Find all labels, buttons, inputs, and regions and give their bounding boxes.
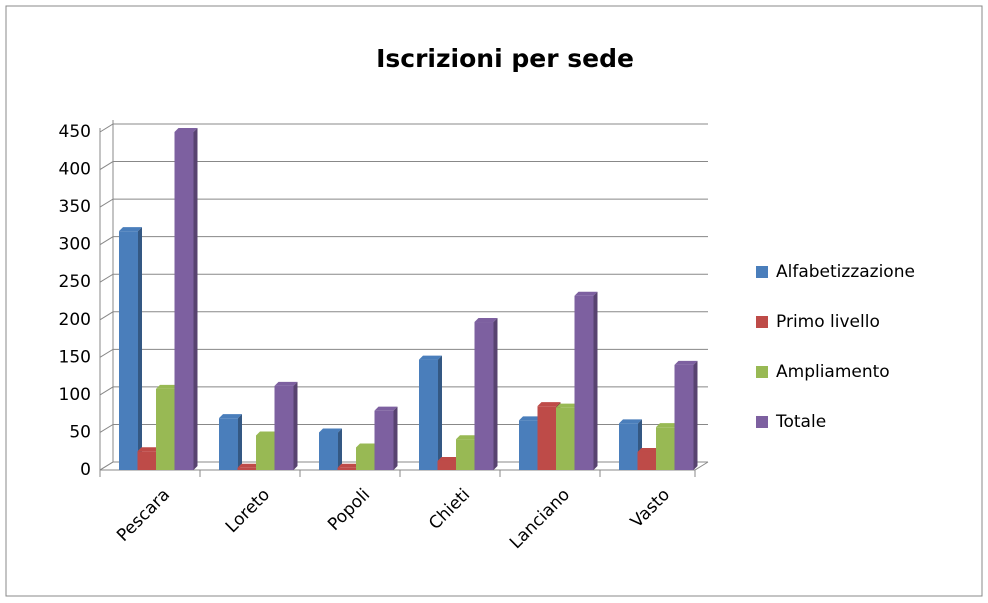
bar-top <box>237 463 261 468</box>
bar <box>356 447 375 470</box>
legend-swatch <box>756 266 768 278</box>
legend-label: Alfabetizzazione <box>776 262 915 282</box>
bar-top <box>274 381 298 386</box>
chart-frame <box>5 5 983 597</box>
bar <box>219 418 238 470</box>
bar-top <box>319 428 342 433</box>
bar-top <box>137 447 161 452</box>
bar <box>319 432 338 470</box>
bar <box>337 467 357 470</box>
bar-top <box>674 360 698 365</box>
bar-top <box>619 419 642 424</box>
bar <box>574 295 594 470</box>
legend-label: Primo livello <box>776 312 880 332</box>
bar <box>374 410 394 470</box>
bar-top <box>374 406 398 411</box>
bar-top <box>256 431 279 436</box>
bar <box>274 385 294 470</box>
bar-top <box>574 291 598 296</box>
grid-line <box>99 273 708 283</box>
y-tick-label: 400 <box>59 160 91 180</box>
grid-line <box>99 161 708 170</box>
bar <box>537 406 557 470</box>
bar-side <box>493 318 498 470</box>
y-tick-label: 100 <box>59 385 91 405</box>
bar <box>619 423 638 470</box>
bar-top <box>156 384 179 389</box>
bar <box>474 322 494 470</box>
y-tick-label: 250 <box>59 272 91 292</box>
legend-swatch <box>756 366 768 378</box>
grid-line <box>99 236 708 246</box>
bar <box>237 467 257 470</box>
bar-top <box>456 435 479 440</box>
legend-label: Totale <box>775 412 826 432</box>
y-tick-label: 300 <box>59 235 91 255</box>
bar-side <box>593 291 598 470</box>
grid-line <box>99 311 708 321</box>
bar-side <box>138 227 142 470</box>
grid-line <box>99 423 708 433</box>
bar-side <box>338 428 342 470</box>
bar-side <box>193 128 198 470</box>
bar-top <box>219 414 242 419</box>
bar <box>174 132 194 470</box>
chart-title: Iscrizioni per sede <box>376 44 634 73</box>
grid-line <box>99 386 708 396</box>
bar <box>437 460 457 470</box>
bar-top <box>356 443 379 448</box>
bar-side <box>693 360 698 470</box>
bar-side <box>293 381 298 470</box>
legend-swatch <box>756 416 768 428</box>
bar-top <box>119 227 142 232</box>
bar <box>674 364 694 470</box>
y-tick-label: 350 <box>59 197 91 217</box>
y-tick-label: 0 <box>80 460 91 480</box>
bar-side <box>238 414 242 470</box>
legend-label: Ampliamento <box>776 362 890 382</box>
grid-line <box>99 461 708 471</box>
bar-top <box>337 463 361 468</box>
bar-side <box>393 406 398 470</box>
bar-top <box>419 355 442 360</box>
bar-top <box>519 416 542 421</box>
y-tick-label: 150 <box>59 347 91 367</box>
grid-line <box>99 348 708 358</box>
bar-side <box>438 355 442 470</box>
bar-top <box>437 456 461 461</box>
bar <box>556 407 575 470</box>
bar-top <box>174 128 198 132</box>
bar <box>637 451 657 470</box>
bar <box>256 435 275 470</box>
bar-top <box>474 318 498 323</box>
grid-line <box>99 198 708 208</box>
y-tick-label: 50 <box>69 422 91 442</box>
bar-top <box>656 423 679 428</box>
bar <box>156 388 175 470</box>
legend-swatch <box>756 316 768 328</box>
bar <box>656 427 675 470</box>
bar <box>137 451 157 470</box>
y-tick-label: 450 <box>59 122 91 142</box>
bar <box>119 231 138 470</box>
bar <box>519 420 538 470</box>
grid-line <box>99 123 708 133</box>
bar-top <box>537 402 561 407</box>
y-tick-label: 200 <box>59 310 91 330</box>
bar-top <box>556 403 579 408</box>
bar <box>456 439 475 470</box>
bar-top <box>637 447 661 452</box>
bar <box>419 359 438 470</box>
